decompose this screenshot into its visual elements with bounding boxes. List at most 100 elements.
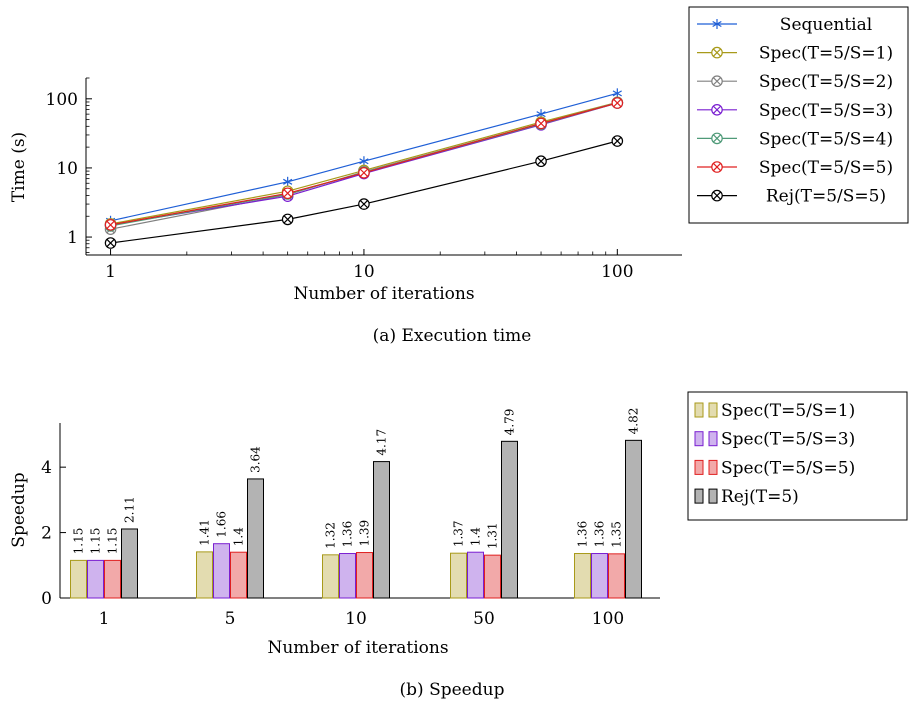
bar xyxy=(121,528,138,599)
data-point xyxy=(281,213,294,226)
data-point-cross xyxy=(613,136,622,146)
legend-item: Spec(T=5/S=1) xyxy=(694,401,855,421)
data-point-ray xyxy=(359,158,369,165)
data-label: 4.17 xyxy=(375,429,389,456)
legend-item: Spec(T=5/S=3) xyxy=(697,101,893,121)
legend-swatch xyxy=(694,488,704,504)
legend-swatch xyxy=(708,431,718,447)
bar xyxy=(501,440,518,599)
data-label: 1.36 xyxy=(593,521,607,548)
data-label: 1.32 xyxy=(324,522,338,549)
bar xyxy=(608,553,625,599)
bar xyxy=(230,551,247,599)
data-point-cross xyxy=(359,168,369,177)
legend-label: Spec(T=5/S=1) xyxy=(721,401,855,421)
legend-box xyxy=(688,6,909,224)
legend-item: Spec(T=5/S=1) xyxy=(697,44,893,64)
bar xyxy=(625,439,642,599)
data-point xyxy=(358,167,370,179)
legend-label: Spec(T=5/S=4) xyxy=(759,129,893,149)
bar xyxy=(104,559,121,599)
series-spec-t-5-s-1-: 1.15 1.41 1.32 1.37 1.36 xyxy=(70,519,591,599)
legend-marker xyxy=(711,132,723,145)
x-tick-label: 1 xyxy=(105,262,116,282)
x-tick-label: 100 xyxy=(592,609,624,629)
axis-ticks: 1 10 100 1 10 100 xyxy=(46,77,634,282)
bar xyxy=(339,553,356,599)
x-tick-label: 10 xyxy=(353,262,375,282)
y-tick-label: 0 xyxy=(41,589,52,609)
data-label: 1.66 xyxy=(215,511,229,538)
data-label: 3.64 xyxy=(249,446,263,473)
legend-marker xyxy=(711,75,723,87)
data-label: 1.41 xyxy=(198,519,212,546)
data-label: 1.31 xyxy=(486,522,500,549)
bar xyxy=(450,552,467,599)
bar xyxy=(574,553,591,599)
legend-marker-cross xyxy=(712,162,722,172)
data-point-cross xyxy=(536,157,546,166)
data-label: 2.11 xyxy=(123,496,137,523)
bar xyxy=(213,543,230,599)
data-point xyxy=(283,176,293,187)
legend-swatch xyxy=(708,488,718,504)
legend-swatch xyxy=(694,402,704,418)
bar xyxy=(356,552,373,599)
chart-speedup: 0 2 4 1 5 10 50 100 1.15 1.41 1.32 1.37 1.36 1.15 1.6… xyxy=(9,391,908,700)
legend-item: Spec(T=5/S=3) xyxy=(694,430,855,450)
bar xyxy=(467,551,484,599)
legend-item: Rej(T=5/S=5) xyxy=(697,187,886,207)
data-point-cross xyxy=(106,238,115,248)
legend-swatch xyxy=(708,402,718,418)
legend: Sequential Spec(T=5/S=1) Spec(T=5/S=2) Spec… xyxy=(688,6,909,224)
bar xyxy=(322,554,339,599)
data-point xyxy=(359,156,369,167)
legend-marker-cross xyxy=(712,134,722,143)
x-axis-label: Number of iterations xyxy=(293,284,474,304)
legend-swatch xyxy=(694,459,704,475)
bar xyxy=(196,551,213,599)
x-tick-label: 50 xyxy=(473,609,495,629)
legend-marker xyxy=(712,19,722,29)
legend-marker xyxy=(711,161,723,173)
legend-marker-ray xyxy=(712,20,722,28)
data-label: 1.36 xyxy=(576,521,590,548)
data-point-cross xyxy=(536,119,546,128)
data-label: 1.35 xyxy=(610,521,624,548)
data-point-cross xyxy=(359,199,369,209)
legend-item: Spec(T=5/S=4) xyxy=(697,129,893,149)
legend-label: Spec(T=5/S=2) xyxy=(759,72,893,92)
series-spec-t-5-s-5-: 1.15 1.4 1.39 1.31 1.35 xyxy=(104,520,625,599)
data-point-ray xyxy=(283,178,293,185)
bar xyxy=(87,559,104,599)
series-spec-t-5-s-5- xyxy=(104,97,624,231)
data-point xyxy=(535,117,547,130)
y-tick-label: 4 xyxy=(41,458,52,478)
data-label: 1.15 xyxy=(89,528,103,555)
legend-label: Spec(T=5/S=3) xyxy=(721,430,855,450)
data-point xyxy=(104,237,117,249)
legend-label: Spec(T=5/S=5) xyxy=(721,458,855,478)
data-point xyxy=(611,97,624,109)
y-tick-label: 2 xyxy=(41,524,52,544)
x-tick-label: 100 xyxy=(601,262,633,282)
legend-label: Rej(T=5/S=5) xyxy=(766,187,886,207)
legend-label: Spec(T=5/S=5) xyxy=(759,158,893,178)
data-point xyxy=(535,155,547,168)
data-label: 4.79 xyxy=(503,409,517,436)
legend-item: Sequential xyxy=(697,15,872,35)
y-axis-label: Time (s) xyxy=(9,132,29,202)
bar xyxy=(484,554,501,599)
legend-marker-cross xyxy=(712,105,722,114)
data-label: 1.15 xyxy=(72,528,86,555)
legend-marker-cross xyxy=(712,48,722,57)
x-tick-label: 5 xyxy=(225,609,236,629)
legend-label: Spec(T=5/S=3) xyxy=(759,101,893,121)
data-point-cross xyxy=(613,98,622,108)
legend-marker-cross xyxy=(712,77,722,86)
bar xyxy=(70,559,87,599)
data-label: 1.4 xyxy=(469,527,483,546)
legend-label: Spec(T=5/S=1) xyxy=(759,44,893,64)
legend-marker xyxy=(711,46,723,59)
